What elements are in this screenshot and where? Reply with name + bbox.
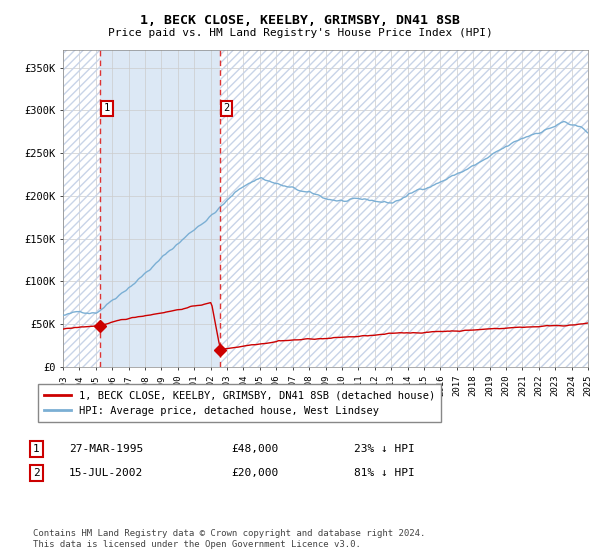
Text: 23% ↓ HPI: 23% ↓ HPI [354,444,415,454]
Text: 15-JUL-2002: 15-JUL-2002 [69,468,143,478]
Text: 2: 2 [33,468,40,478]
Text: Price paid vs. HM Land Registry's House Price Index (HPI): Price paid vs. HM Land Registry's House … [107,28,493,38]
Bar [63,50,100,367]
Text: 2: 2 [224,104,230,114]
Text: £20,000: £20,000 [231,468,278,478]
Text: 1: 1 [104,104,110,114]
Bar [220,50,588,367]
Bar [100,50,220,367]
Legend: 1, BECK CLOSE, KEELBY, GRIMSBY, DN41 8SB (detached house), HPI: Average price, d: 1, BECK CLOSE, KEELBY, GRIMSBY, DN41 8SB… [38,384,442,422]
Text: £48,000: £48,000 [231,444,278,454]
Text: 27-MAR-1995: 27-MAR-1995 [69,444,143,454]
Text: 1, BECK CLOSE, KEELBY, GRIMSBY, DN41 8SB: 1, BECK CLOSE, KEELBY, GRIMSBY, DN41 8SB [140,14,460,27]
Bar [220,50,588,367]
Text: 81% ↓ HPI: 81% ↓ HPI [354,468,415,478]
Bar [63,50,100,367]
Text: Contains HM Land Registry data © Crown copyright and database right 2024.
This d: Contains HM Land Registry data © Crown c… [33,529,425,549]
Text: 1: 1 [33,444,40,454]
